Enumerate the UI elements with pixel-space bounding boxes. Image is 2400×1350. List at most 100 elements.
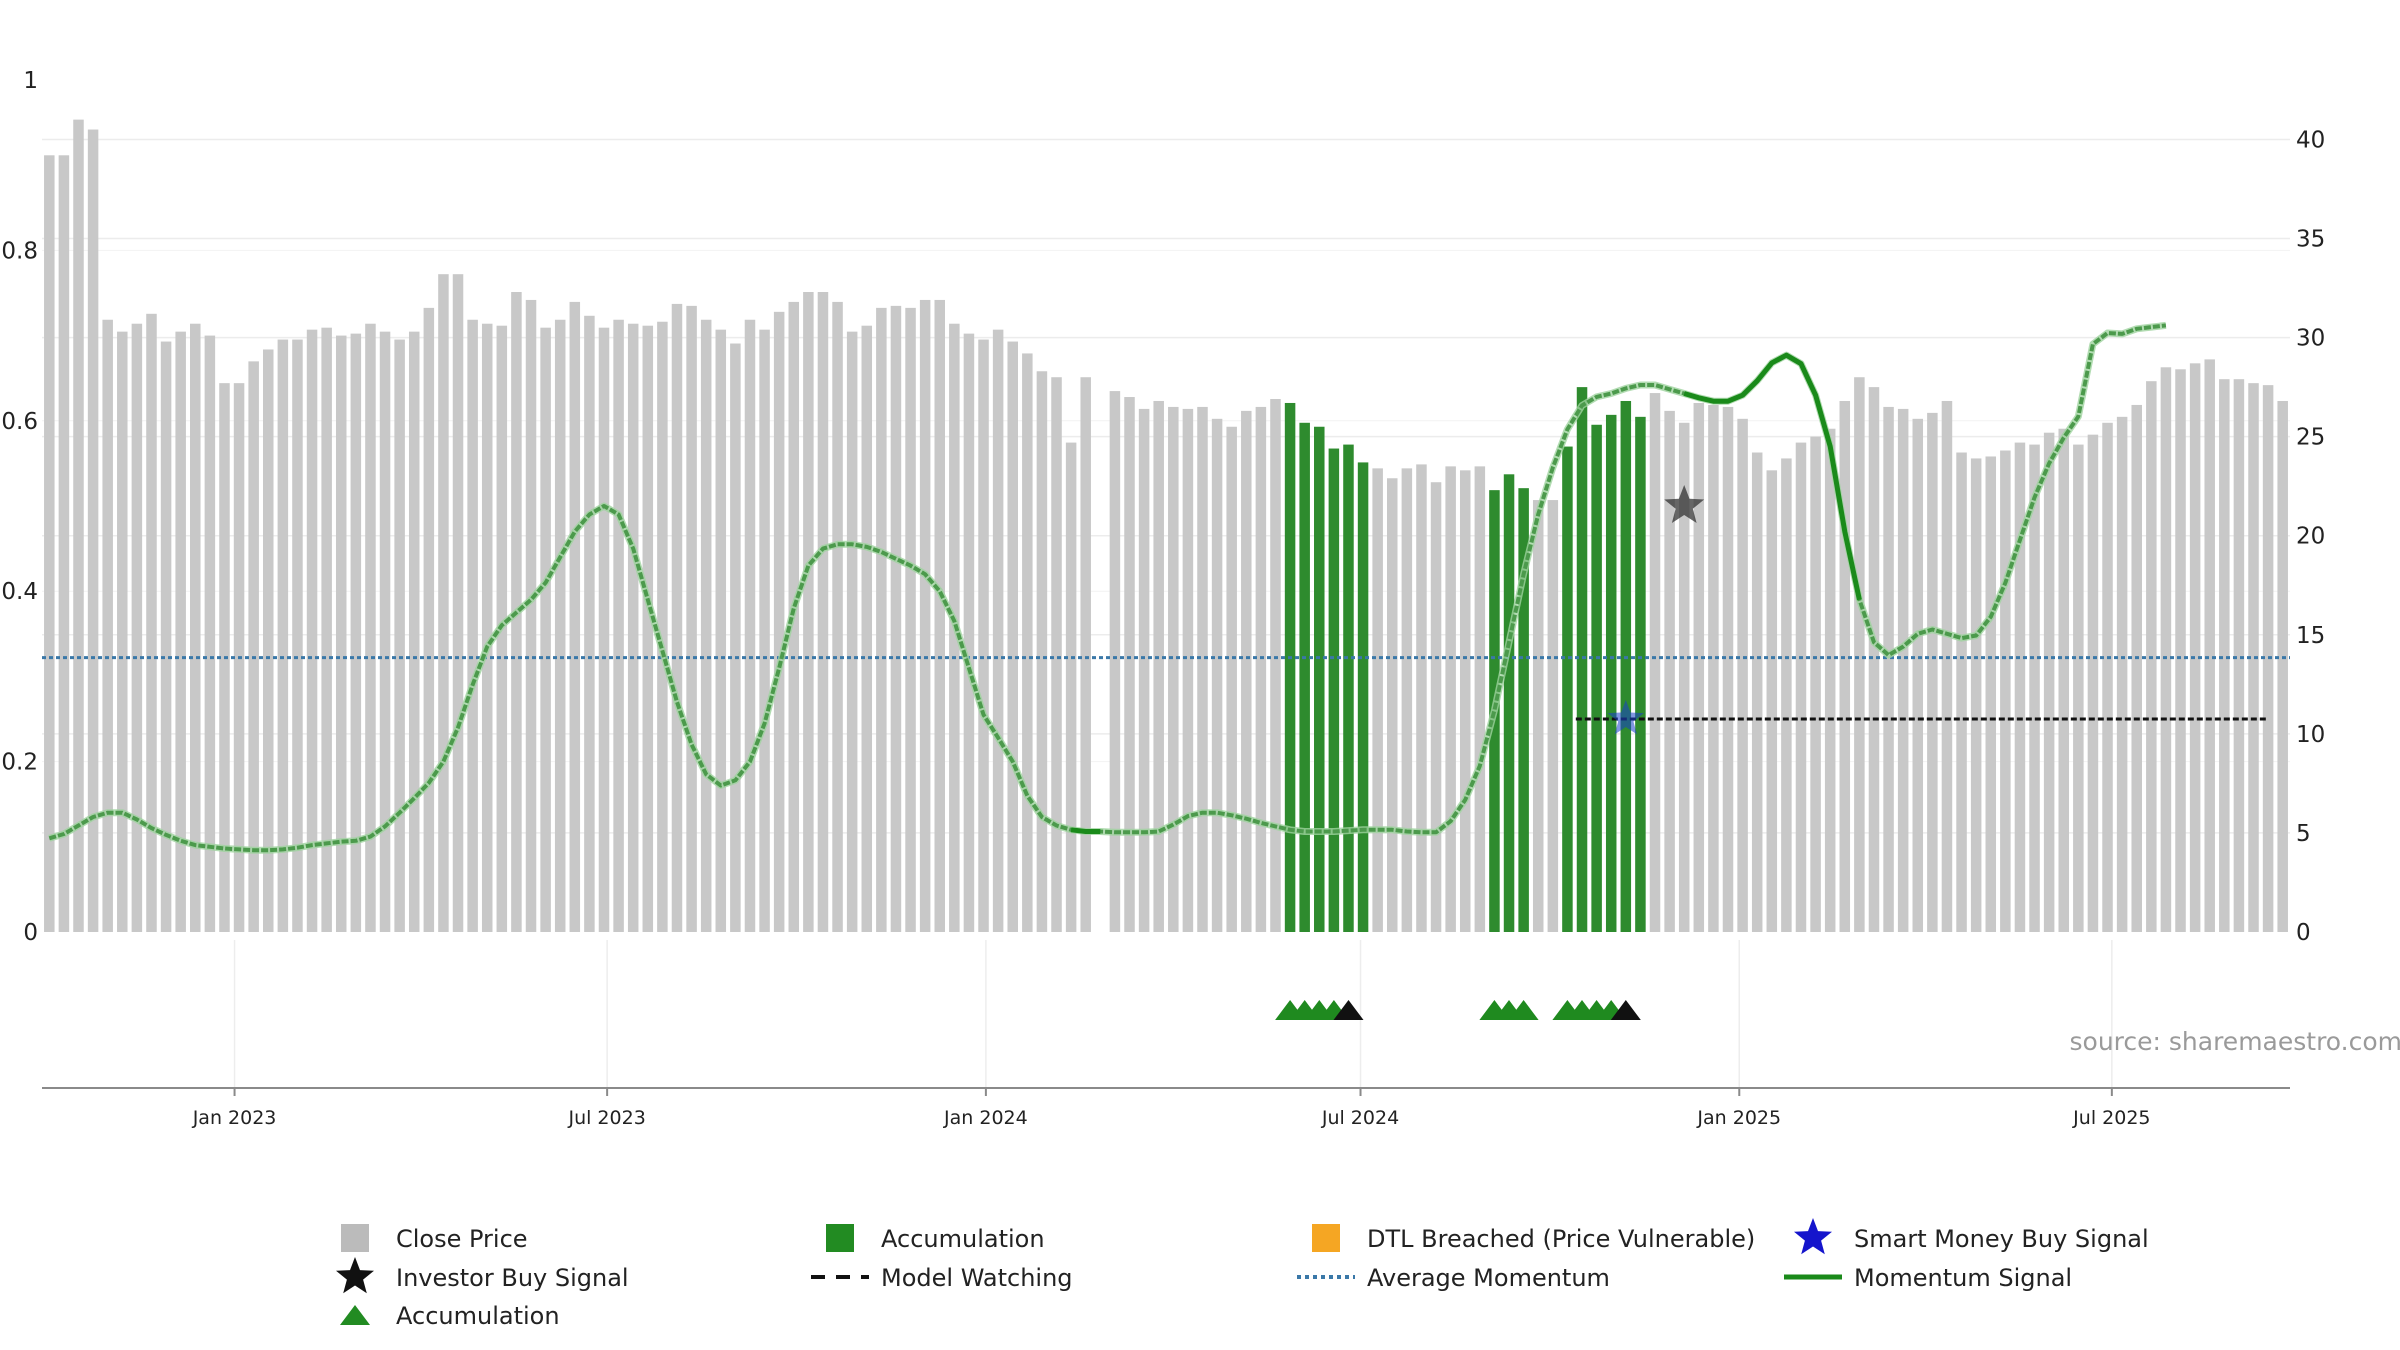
close-price-bar [1022,353,1033,932]
right-axis-tick: 25 [2296,425,2325,451]
close-price-bar [2102,422,2113,932]
close-price-bar [2073,444,2084,932]
right-axis-tick: 10 [2296,722,2325,748]
close-price-bar [1474,466,1486,932]
close-price-bar [613,319,624,932]
close-price-bar [744,319,756,932]
close-price-bar [1824,428,1836,932]
accumulation-price-bar [1591,424,1602,932]
close-price-bar [1970,458,1982,932]
close-price-bar [773,311,785,932]
close-price-bar [1532,500,1544,932]
close-price-bar [117,331,128,932]
close-price-bar [1941,400,1953,932]
close-price-bar [2000,450,2011,932]
close-price-bar [2043,432,2055,932]
close-price-bar [1693,402,1705,933]
close-price-bar [686,305,697,933]
x-axis-tick-label: Jul 2023 [567,1107,645,1129]
close-price-bar [438,274,449,932]
legend-item: Smart Money Buy Signal [1794,1218,2149,1255]
close-price-bar [58,155,70,932]
legend-item: Momentum Signal [1784,1264,2072,1292]
close-price-bar [44,155,55,932]
close-price-bar [160,341,172,932]
close-price-bar [452,274,464,932]
close-price-bar [335,335,347,933]
close-price-bar [1051,377,1062,932]
close-price-bar [1927,412,1938,933]
close-price-bar [2233,379,2245,933]
right-axis-tick: 20 [2296,524,2325,550]
close-price-bar [671,303,683,932]
legend-label: Smart Money Buy Signal [1854,1225,2149,1253]
legend-item: Model Watching [811,1264,1073,1292]
close-price-bar [598,327,610,932]
close-price-bar [423,307,435,932]
close-price-bar [846,331,858,932]
accumulation-price-bar [1518,488,1529,932]
close-price-bar [803,292,814,933]
close-price-bar [1912,418,1924,932]
close-price-bar [1226,426,1237,932]
right-axis-tick: 0 [2296,920,2311,946]
gridlines [42,138,2290,1088]
close-price-bar [1854,377,1865,932]
legend-item: DTL Breached (Price Vulnerable) [1312,1224,1755,1253]
accumulation-price-bar [1284,402,1296,933]
close-price-bar [190,323,201,932]
close-price-bar [102,319,113,932]
left-axis-tick: 0.4 [1,579,38,605]
close-price-bar [1766,470,1778,932]
legend-label: Close Price [396,1225,528,1253]
right-axis-tick: 30 [2296,326,2325,352]
close-price-bar [919,299,931,932]
close-price-bar [1241,410,1252,932]
close-price-bar [1445,466,1456,932]
close-price-bar [1182,408,1194,932]
close-price-bar [1751,452,1763,932]
axes: 0 5 10 15 20 25 30 35 40 0 0.2 0.4 0.6 0.8 1 Jan 2023 Ju… [1,68,2325,1129]
close-price-bar [1737,418,1748,932]
close-price-bar [1197,406,1208,932]
close-price-bar [1664,410,1675,932]
momentum-signal-strong-segment [1070,827,1101,834]
smart-money-buy-signal-star [1607,700,1644,735]
close-price-bar [861,325,873,933]
close-price-bar [1547,500,1559,932]
legend-label: DTL Breached (Price Vulnerable) [1367,1225,1755,1253]
close-price-bar [2014,442,2026,932]
close-price-bar [1897,408,1909,932]
close-price-bar [2219,379,2230,933]
right-axis-tick: 5 [2296,821,2311,847]
close-price-bar [700,319,712,932]
x-axis-tick-label: Jan 2025 [1696,1107,1781,1129]
close-price-bar [525,299,537,932]
close-price-bar [1649,393,1661,933]
legend-swatch-square [341,1224,369,1252]
close-price-bar [379,331,391,932]
close-price-bar [1211,418,1223,932]
close-price-bar [2277,400,2288,932]
close-price-bar [1810,436,1821,932]
close-price-bar [1722,406,1734,932]
close-price-bar [1124,397,1135,932]
close-price-bar [1036,371,1048,932]
accumulation-marker-strip [1275,1000,1641,1020]
close-price-bar [759,329,770,932]
close-price-bar [2175,369,2186,933]
legend-item: Accumulation [826,1224,1045,1253]
close-price-bar [992,329,1004,932]
close-price-bar [1883,406,1894,932]
close-price-bar [467,319,478,932]
close-price-bar [832,301,843,933]
close-price-bar [569,301,581,933]
close-price-bar [1109,391,1121,932]
legend: Close Price Accumulation DTL Breached (Pri… [336,1218,2149,1330]
close-price-bar [1708,404,1719,932]
accumulation-price-bar [1562,446,1573,932]
close-price-bar [2029,444,2040,932]
source-label: source: sharemaestro.com [2070,1027,2400,1056]
close-price-bar [321,327,332,932]
close-price-bar [657,321,668,932]
